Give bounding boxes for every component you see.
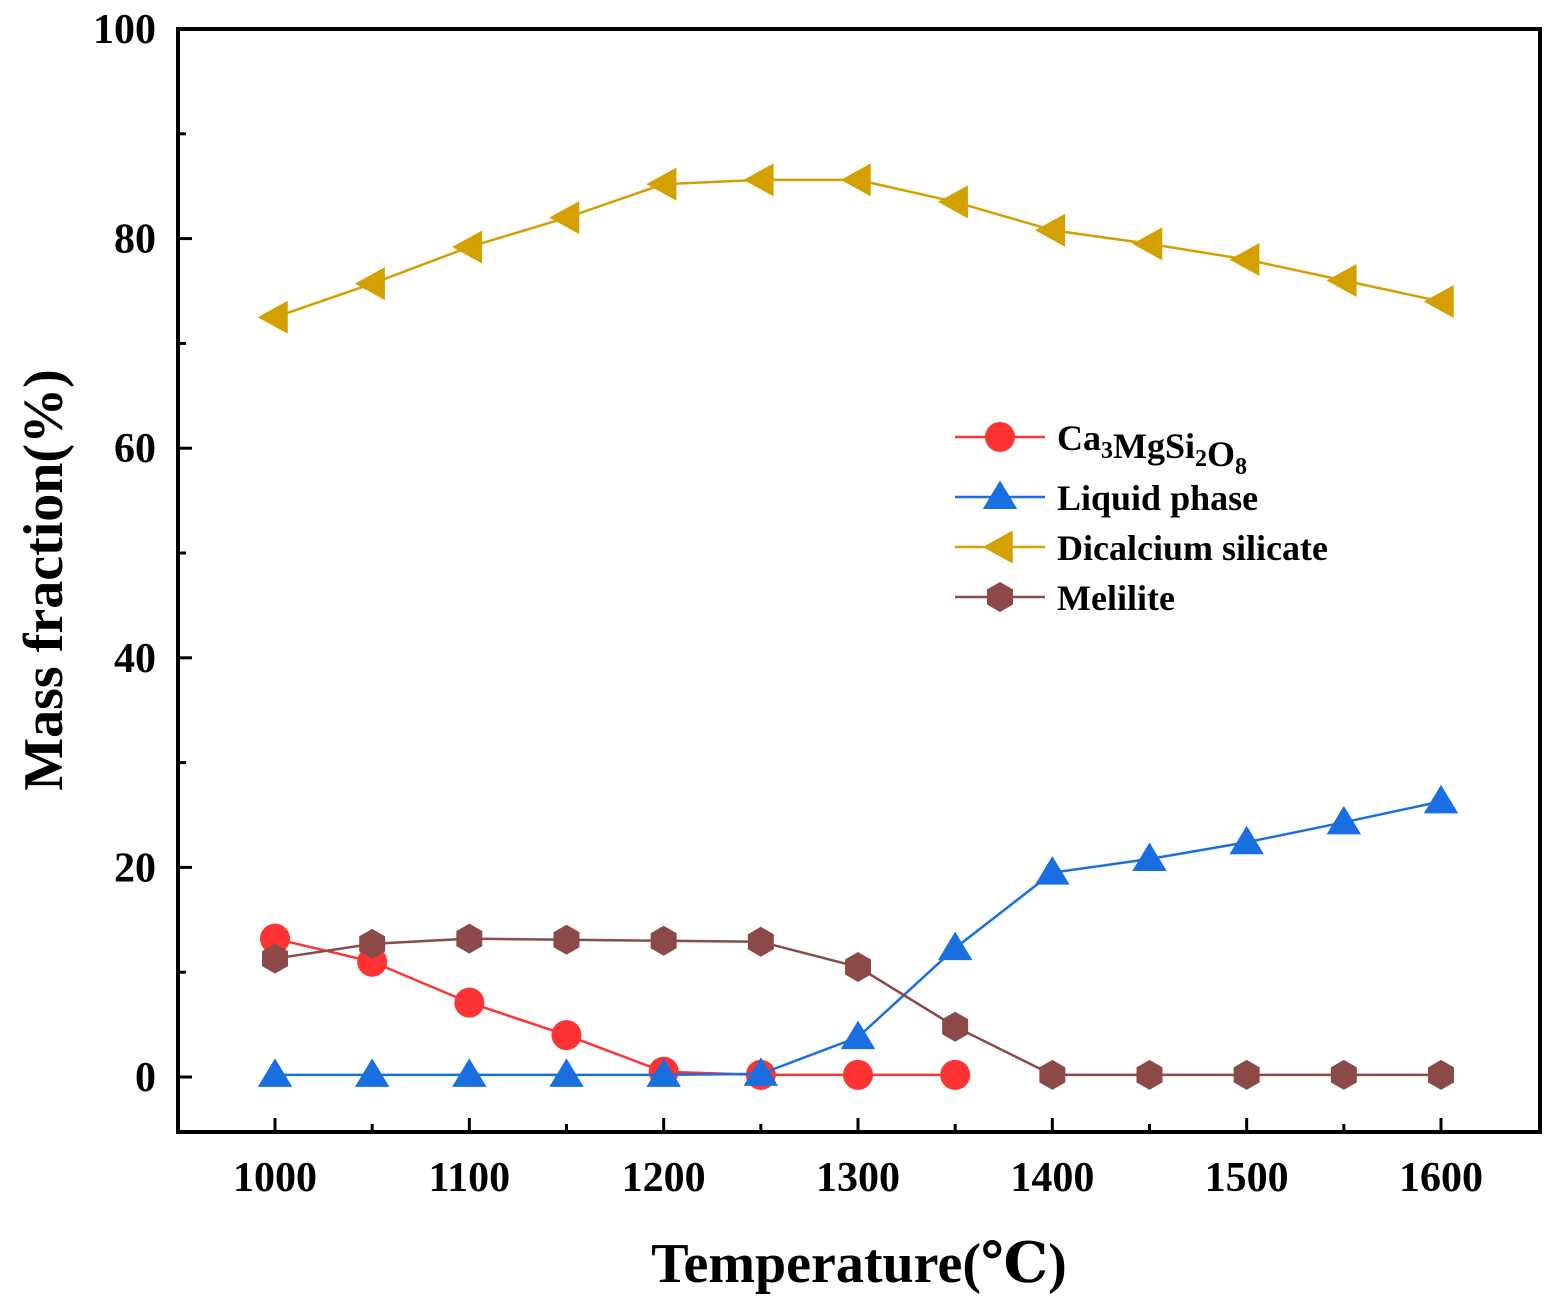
x-tick-label: 1100	[428, 1155, 510, 1201]
data-point	[743, 163, 774, 197]
y-tick-label: 100	[93, 7, 156, 53]
x-tick-label: 1400	[1010, 1155, 1094, 1201]
series-line	[274, 937, 956, 1077]
data-point	[646, 1058, 681, 1087]
data-point	[456, 923, 483, 954]
legend-marker	[985, 422, 1015, 452]
data-point	[354, 267, 385, 301]
data-point	[257, 300, 288, 334]
data-point	[840, 163, 871, 197]
data-point	[1326, 264, 1357, 298]
series-layer	[257, 163, 1459, 1090]
data-point	[359, 928, 386, 959]
data-point	[1229, 243, 1260, 277]
series-dicalcium-silicate	[257, 163, 1454, 334]
data-point	[452, 230, 483, 264]
data-point	[937, 931, 973, 961]
data-point	[646, 167, 677, 201]
tick-labels: 1000 1100 1200 1300 1400 1500 1600 0 20 40 60 80 100	[93, 7, 1483, 1201]
data-point	[1423, 284, 1454, 318]
data-point	[940, 1059, 971, 1090]
series-liquid-phase	[257, 784, 1459, 1087]
data-point	[260, 923, 290, 954]
data-point	[1326, 805, 1362, 835]
data-point	[1132, 227, 1163, 261]
data-point	[257, 1058, 293, 1087]
data-point	[747, 926, 774, 957]
data-point	[452, 1058, 487, 1087]
data-point	[553, 924, 580, 955]
data-point	[743, 1057, 779, 1086]
data-point	[454, 987, 485, 1018]
data-point	[942, 1011, 969, 1042]
y-tick-label: 40	[114, 636, 156, 682]
data-point	[354, 1058, 390, 1087]
data-point	[1132, 842, 1167, 872]
data-point	[650, 925, 677, 956]
data-point	[1035, 213, 1066, 247]
data-point	[1039, 1059, 1066, 1090]
legend-item: Dicalcium silicate	[955, 528, 1328, 568]
data-point	[1233, 1059, 1260, 1090]
x-tick-label: 1600	[1399, 1155, 1483, 1201]
legend-label: Dicalcium silicate	[1057, 528, 1328, 568]
y-tick-label: 60	[114, 426, 156, 472]
x-tick-label: 1200	[622, 1155, 706, 1201]
legend-marker	[987, 582, 1013, 612]
data-point	[549, 1058, 584, 1087]
legend-label: Ca3MgSi2O8	[1057, 418, 1247, 480]
data-point	[1136, 1059, 1163, 1090]
legend-item: Melilite	[955, 578, 1175, 618]
data-point	[845, 951, 871, 982]
data-point	[840, 1020, 876, 1050]
x-tick-label: 1500	[1205, 1155, 1289, 1201]
legend-label: Melilite	[1057, 578, 1175, 618]
y-tick-label: 20	[114, 845, 156, 891]
x-tick-label: 1000	[233, 1155, 317, 1201]
data-point	[843, 1059, 873, 1090]
y-axis-title: Mass fraction(%)	[13, 369, 75, 790]
series-melilite	[262, 923, 1454, 1090]
legend-marker	[982, 480, 1018, 509]
data-point	[1229, 825, 1264, 855]
data-point	[1423, 784, 1459, 814]
y-tick-label: 80	[114, 217, 156, 263]
legend-label: Liquid phase	[1057, 478, 1258, 518]
data-point	[937, 185, 968, 219]
legend-marker	[982, 530, 1013, 564]
data-point	[1428, 1059, 1454, 1090]
y-tick-label: 0	[135, 1055, 156, 1101]
x-axis-title: Temperature(℃)	[651, 1233, 1066, 1295]
legend-item: Ca3MgSi2O8	[955, 418, 1247, 480]
data-point	[1035, 856, 1070, 885]
axis-ticks	[178, 27, 1443, 1132]
series-line	[274, 178, 1442, 319]
data-point	[551, 1020, 582, 1051]
data-point	[262, 943, 288, 974]
x-tick-label: 1300	[816, 1155, 900, 1201]
legend-item: Liquid phase	[955, 478, 1258, 518]
data-point	[1330, 1059, 1357, 1090]
data-point	[549, 201, 580, 235]
